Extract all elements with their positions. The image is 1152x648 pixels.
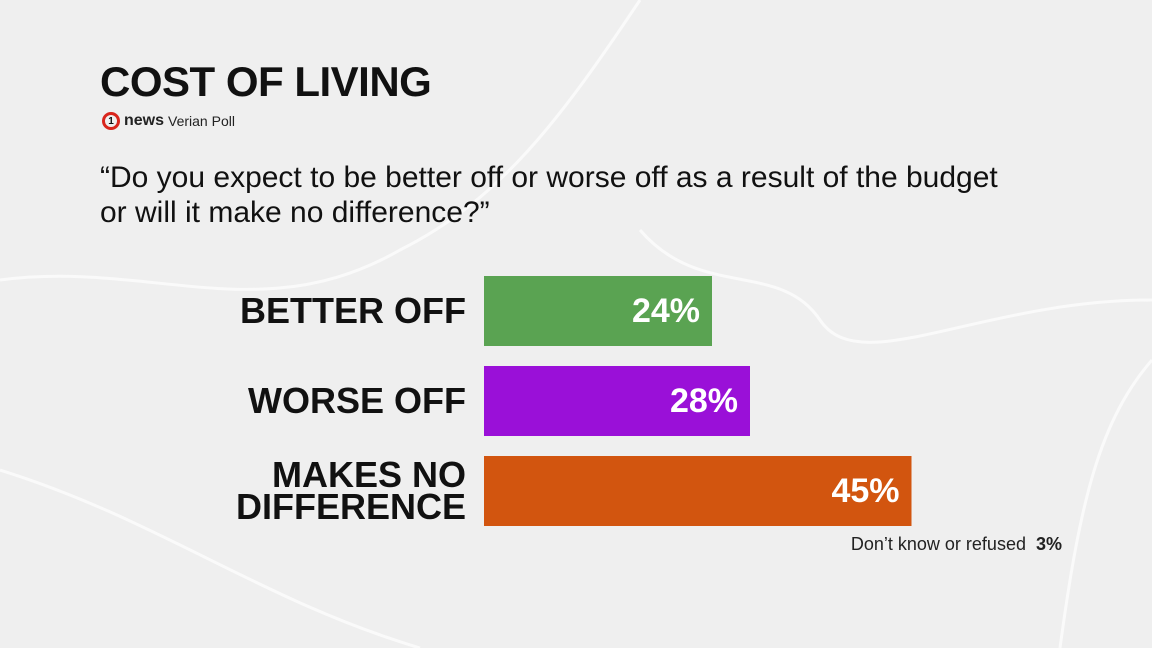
footnote-text: Don’t know or refused [850, 534, 1026, 554]
value-label: 45% [831, 472, 899, 510]
category-label: WORSE OFF [248, 380, 466, 421]
category-label: MAKES NO DIFFERENCE [235, 454, 466, 527]
category-label: BETTER OFF [240, 290, 466, 331]
logo: news [124, 112, 165, 129]
subtitle: “Do you expect to be better off or worse… [100, 161, 998, 229]
value-label: 28% [670, 382, 738, 420]
source: Verian Poll [168, 113, 235, 129]
bar [484, 366, 750, 436]
chart-title: COST OF LIVING [100, 58, 432, 105]
bar [484, 276, 712, 346]
logo-row: 1 news Verian Poll [102, 112, 235, 130]
footnote-value: 3% [1035, 534, 1062, 554]
value-label: 24% [632, 292, 700, 330]
logo-mark: 1 [102, 112, 120, 130]
bar [484, 456, 912, 526]
footnote: Don’t know or refused 3% [851, 534, 1062, 555]
